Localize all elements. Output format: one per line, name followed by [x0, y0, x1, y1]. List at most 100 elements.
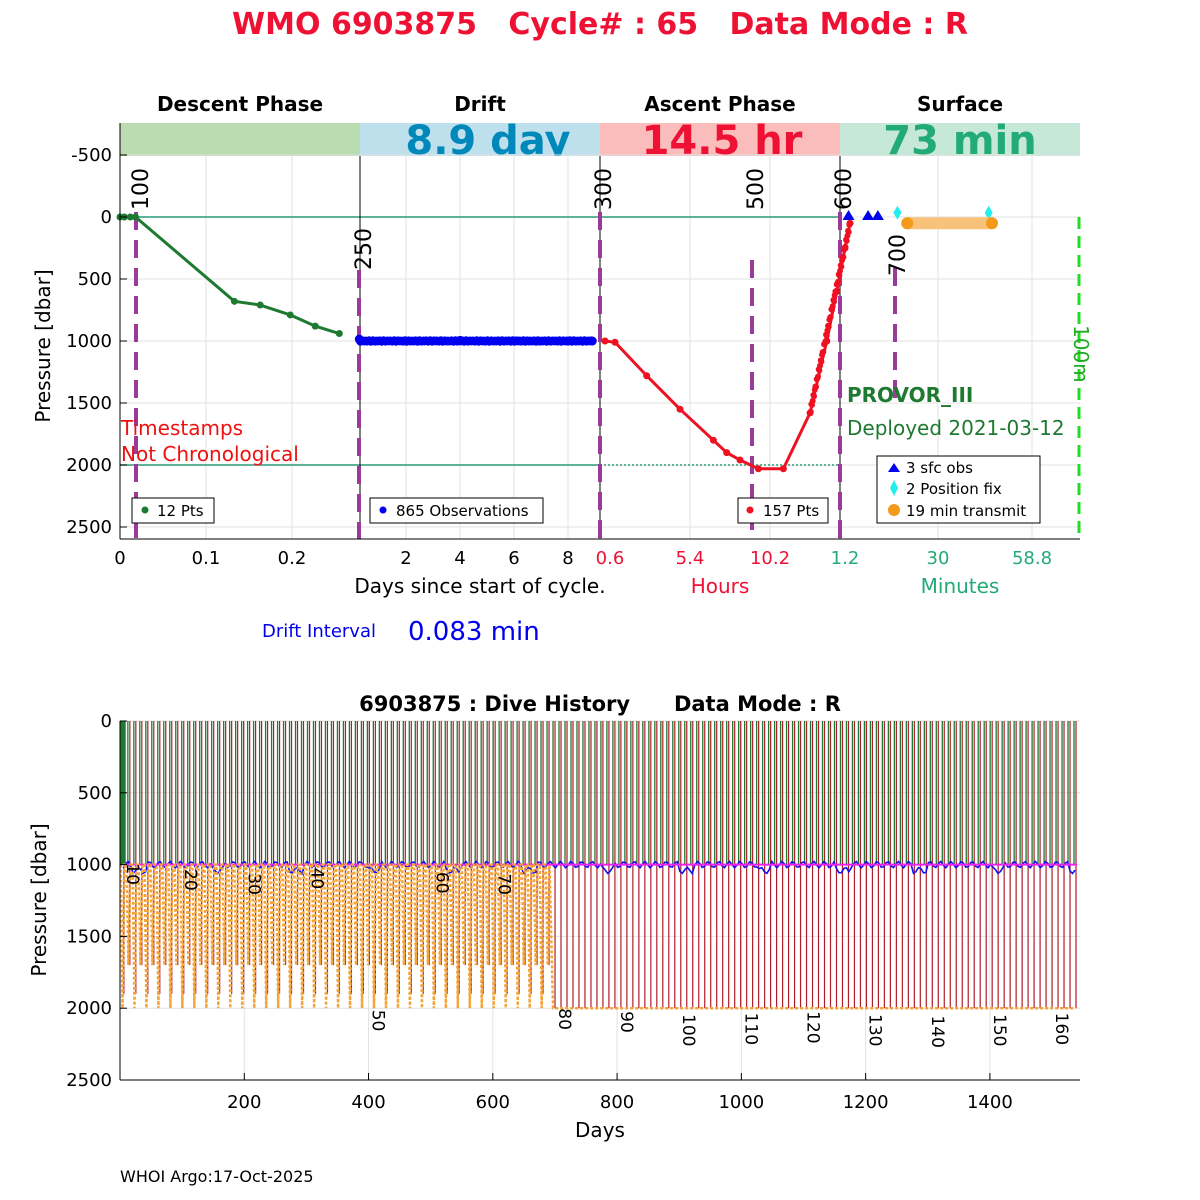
surface-x-tick: 30 [927, 548, 950, 569]
bottom-y-label: Pressure [dbar] [27, 823, 51, 976]
profile-depth-line [119, 863, 1075, 1010]
bottom-y-tick: 0 [101, 711, 112, 732]
data-point [754, 465, 762, 473]
phase-title-ascent: Ascent Phase [644, 92, 795, 116]
top-y-tick: 0 [101, 207, 112, 228]
legend-sfc-obs-marker [888, 463, 900, 472]
bottom-y-tick: 2000 [66, 998, 112, 1019]
legend-ascent-label: 157 Pts [763, 502, 819, 520]
ascent-observation [827, 313, 834, 320]
data-point [286, 311, 294, 319]
data-point [643, 372, 651, 380]
top-y-tick: 2000 [66, 455, 112, 476]
ascent-observation [838, 263, 845, 270]
cycle-label: 50 [368, 1010, 388, 1032]
bottom-x-ticks: 200 400 600 800 1000 1200 1400 [227, 1073, 1013, 1113]
top-series [116, 205, 998, 473]
data-point [601, 337, 609, 345]
x-label-hours: Hours [691, 574, 750, 598]
marker-label-100: 100 [129, 168, 154, 210]
ascent-observation [815, 373, 822, 380]
bottom-y-tick: 1000 [66, 855, 112, 876]
ascent-observation [845, 228, 852, 235]
top-y-ticks: -500 0 500 1000 1500 2000 2500 [66, 145, 112, 538]
bottom-y-ticks: 0 500 1000 1500 2000 2500 [66, 711, 127, 1091]
dive-history-title: 6903875 : Dive History Data Mode : R [359, 692, 841, 716]
cycle-label: 150 [989, 1014, 1009, 1046]
legend-drift: 865 Observations [369, 497, 544, 524]
descent-x-tick: 0 [114, 548, 125, 569]
marker-label-500: 500 [744, 168, 769, 210]
bottom-x-tick: 600 [476, 1092, 510, 1113]
drift-depth-line [122, 859, 1076, 876]
ascent-observation [846, 221, 853, 228]
ascent-observation [842, 243, 849, 250]
legend-drift-marker [379, 506, 387, 514]
ascent-observation [825, 323, 832, 330]
marker-label-700: 700 [886, 234, 911, 276]
cycle-label: 20 [180, 869, 200, 891]
cycle-label: 30 [243, 873, 263, 895]
ascent-observation [818, 358, 825, 365]
cycle-label: 40 [307, 868, 327, 890]
data-point [335, 330, 343, 338]
drift-interval-label: Drift Interval [262, 621, 376, 642]
marker-label-100m: 100m [1069, 325, 1093, 383]
cycle-label: 130 [865, 1014, 885, 1046]
surface-obs-marker [871, 210, 884, 220]
top-y-label: Pressure [dbar] [31, 269, 55, 422]
legend-ascent-marker [746, 506, 754, 514]
warning-line-1: Timestamps [120, 416, 243, 440]
pressure-markers [134, 212, 897, 539]
bottom-x-tick: 1200 [843, 1092, 889, 1113]
drift-x-tick: 8 [562, 548, 573, 569]
ascent-observation [843, 237, 850, 244]
drift-x-tick: 6 [508, 548, 519, 569]
surface-x-tick: 58.8 [1012, 548, 1052, 569]
legend-transmit-marker [888, 504, 900, 516]
top-panel: Descent Phase Drift Ascent Phase Surface… [31, 92, 1093, 647]
ascent-observation [840, 254, 847, 261]
data-point [230, 297, 238, 305]
legend-ascent: 157 Pts [737, 497, 829, 524]
cycle-label: 90 [616, 1011, 636, 1033]
cycle-label: 60 [432, 872, 452, 894]
legend-position-fix-marker [890, 480, 898, 496]
ascent-observation [835, 278, 842, 285]
legend-transmit-label: 19 min transmit [906, 502, 1026, 520]
float-type: PROVOR_III [847, 383, 973, 407]
x-label-minutes: Minutes [921, 574, 1000, 598]
phase-title-descent: Descent Phase [157, 92, 323, 116]
data-point [779, 465, 787, 473]
drift-interval-value: 0.083 min [408, 617, 540, 647]
drift-x-tick: 2 [400, 548, 411, 569]
legend-sfc-obs-label: 3 sfc obs [906, 459, 973, 477]
x-label-days: Days since start of cycle. [354, 574, 605, 598]
descent-x-tick: 0.2 [278, 548, 307, 569]
series-ascent-upper [807, 219, 854, 416]
drift-x-tick: 4 [454, 548, 465, 569]
data-point [736, 456, 744, 464]
legend-descent: 12 Pts [131, 497, 215, 524]
warning-line-2: Not Chronological [121, 442, 299, 466]
phase-title-drift: Drift [454, 92, 506, 116]
drift-band [360, 123, 600, 156]
top-y-tick: 1500 [66, 393, 112, 414]
ascent-observation [829, 303, 836, 310]
ascent-observation [809, 397, 816, 404]
transmit-marker [985, 217, 998, 230]
cycle-label: 10 [122, 863, 142, 885]
ascent-observation [816, 367, 823, 374]
cycle-label: 120 [802, 1011, 822, 1043]
bottom-x-tick: 1000 [718, 1092, 764, 1113]
bottom-series [119, 721, 1077, 1010]
ascent-x-tick: 10.2 [750, 548, 790, 569]
cycle-label: 140 [927, 1015, 947, 1047]
descent-band [120, 123, 360, 156]
ascent-observation [833, 289, 840, 296]
surface-band [840, 123, 1080, 156]
data-point [311, 322, 319, 330]
top-y-tick: 1000 [66, 331, 112, 352]
bottom-x-label: Days [575, 1118, 625, 1142]
